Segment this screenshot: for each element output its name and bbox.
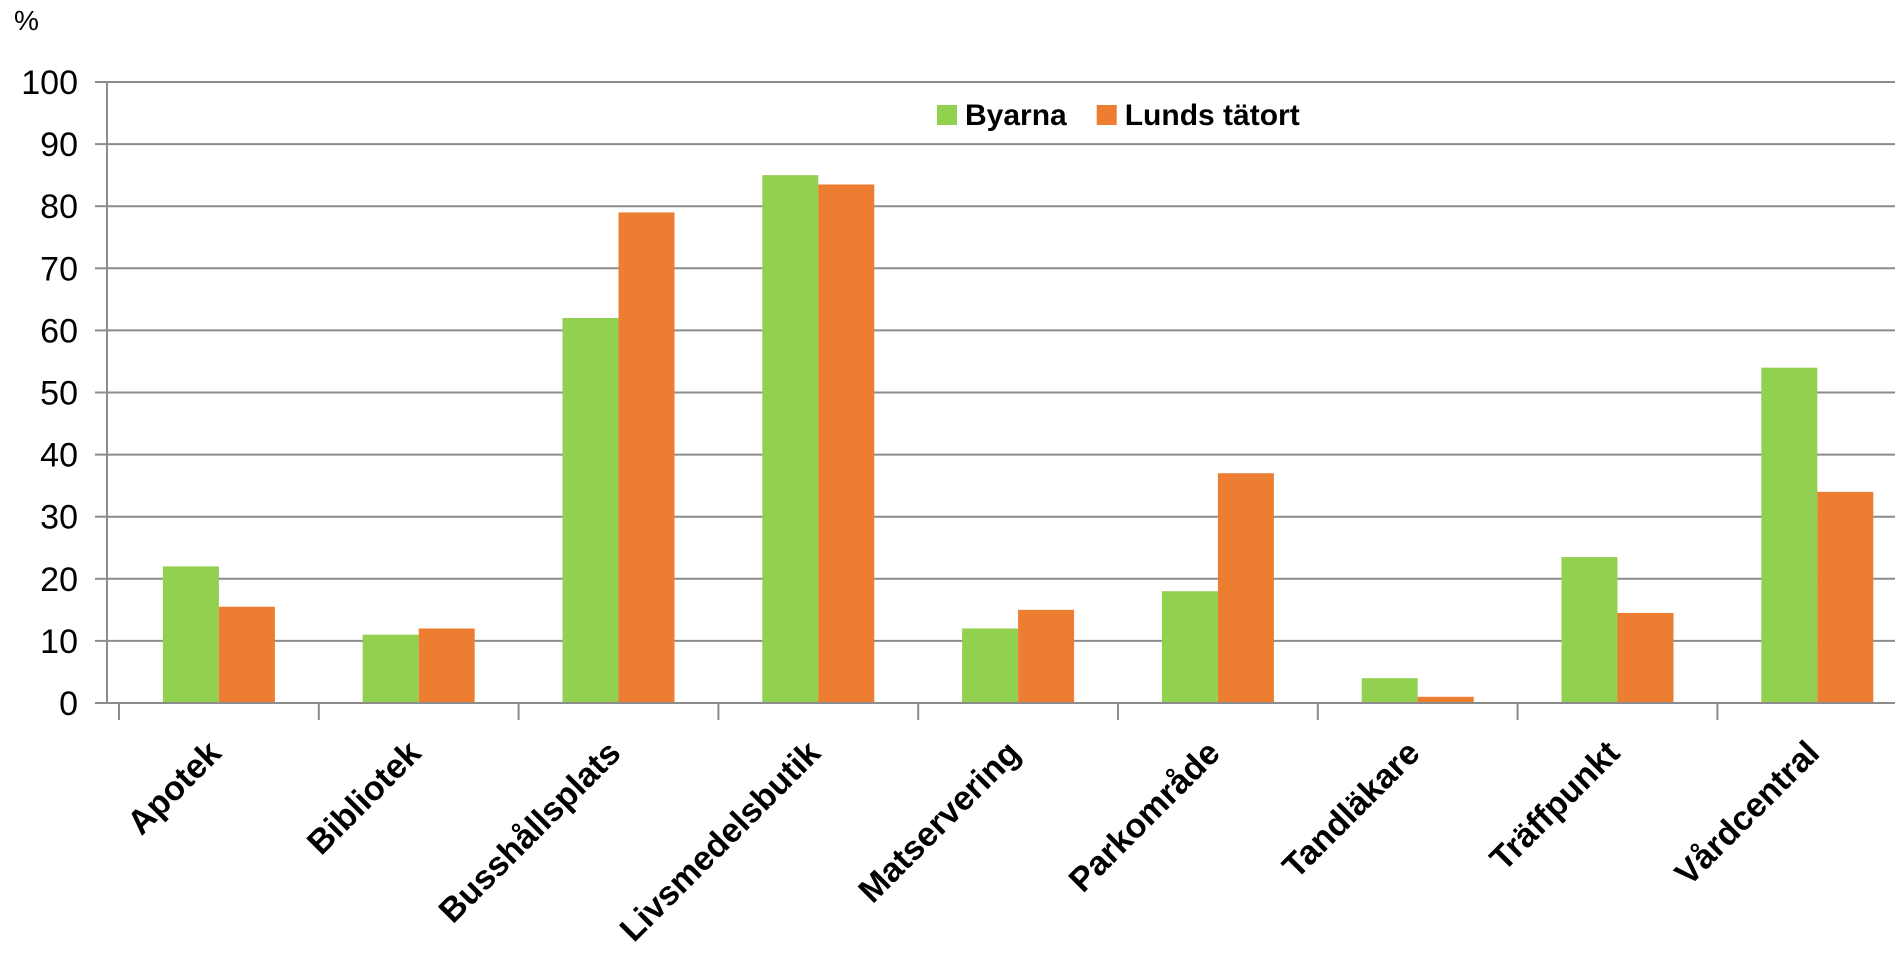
bar-series-1 <box>1361 678 1418 703</box>
y-tick-label: 100 <box>21 64 78 102</box>
bar-series-2 <box>1417 696 1474 703</box>
x-tick-label: Busshållsplats <box>432 734 629 931</box>
bar-series-2 <box>1018 609 1075 703</box>
x-tick-label: Apotek <box>120 734 228 842</box>
bar-series-2 <box>1617 612 1674 703</box>
x-tick-label: Matservering <box>851 734 1028 911</box>
x-tick-label: Livsmedelsbutik <box>613 734 828 949</box>
y-tick-label: 30 <box>40 499 78 537</box>
x-tick-label: Tandläkare <box>1275 734 1427 886</box>
x-tick-label: Parkområde <box>1062 734 1228 900</box>
y-tick-label: 10 <box>40 623 78 661</box>
bar-series-1 <box>1561 557 1618 703</box>
bar-series-1 <box>162 566 219 703</box>
y-tick-label: 60 <box>40 312 78 350</box>
y-tick-label: 50 <box>40 375 78 413</box>
bar-series-2 <box>1217 473 1274 703</box>
bar-series-1 <box>1161 591 1218 703</box>
legend-swatch <box>1096 105 1117 125</box>
legend-label: Lunds tätort <box>1125 99 1300 132</box>
x-tick-label: Bibliotek <box>300 734 428 862</box>
bar-series-2 <box>1817 491 1874 703</box>
y-tick-label: 0 <box>59 685 78 723</box>
x-tick-label: Träffpunkt <box>1483 734 1627 878</box>
bar-series-1 <box>962 628 1019 703</box>
bar-series-2 <box>418 628 475 703</box>
bar-series-2 <box>218 606 275 703</box>
bar-series-2 <box>618 212 675 703</box>
bar-series-2 <box>818 184 875 704</box>
y-tick-label: 80 <box>40 188 78 226</box>
y-tick-label: 20 <box>40 561 78 599</box>
y-tick-label: 90 <box>40 126 78 164</box>
y-axis-label: % <box>14 5 39 36</box>
bar-series-1 <box>762 175 819 703</box>
x-tick-label: Vårdcentral <box>1668 734 1827 893</box>
y-tick-label: 70 <box>40 250 78 288</box>
y-tick-label: 40 <box>40 437 78 475</box>
bar-series-1 <box>1761 367 1818 703</box>
bar-series-1 <box>362 634 419 703</box>
legend-label: Byarna <box>965 99 1067 132</box>
legend-swatch <box>937 105 957 125</box>
bar-series-1 <box>562 317 619 703</box>
